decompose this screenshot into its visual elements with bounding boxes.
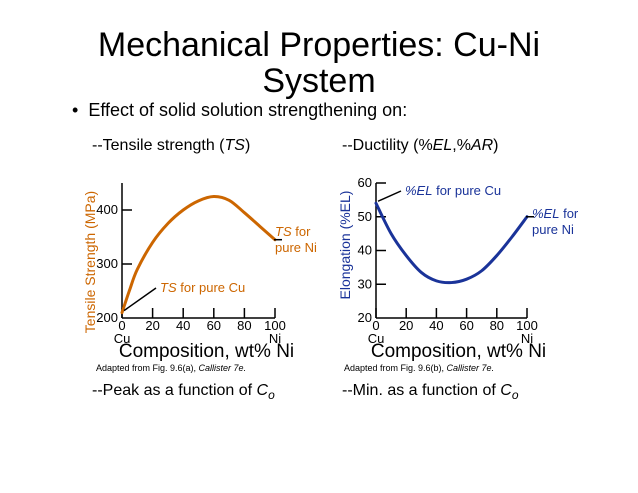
x-tick-label: 20: [145, 318, 159, 333]
right-caption: Adapted from Fig. 9.6(b), Callister 7e.: [344, 363, 494, 373]
x-axis-title: Composition, wt% Ni: [371, 341, 546, 362]
right-note-sub: o: [511, 388, 519, 403]
annotation-pure-ni-italic: %EL: [532, 206, 559, 221]
y-tick-label: 40: [358, 243, 372, 258]
x-tick-label: 80: [237, 318, 251, 333]
left-note-sub: o: [268, 388, 275, 403]
x-end-label-ni: Ni: [521, 331, 533, 346]
y-tick-label: 60: [358, 175, 372, 190]
right-subtitle-suffix: ): [493, 137, 499, 154]
y-axis-title: Tensile Strength (MPa): [82, 191, 98, 333]
y-tick-label: 400: [96, 202, 118, 217]
title-line-1: Mechanical Properties: Cu-Ni: [97, 26, 541, 64]
y-tick-label: 50: [358, 209, 372, 224]
right-subtitle-italic-2: AR: [470, 137, 494, 154]
slide-title: Mechanical Properties: Cu-Ni System: [0, 27, 638, 99]
annotation-pure-cu-leader: [123, 287, 157, 312]
annotation-pure-cu: TS for pure Cu: [160, 280, 245, 295]
x-end-label-cu: Cu: [114, 331, 131, 346]
bullet-dot: •: [72, 100, 89, 120]
annotation-pure-cu: %EL for pure Cu: [405, 183, 501, 198]
x-tick-label: 60: [207, 318, 221, 333]
annotation-pure-ni-line2: pure Ni: [532, 222, 574, 237]
annotation-pure-cu-text: for pure Cu: [432, 183, 501, 198]
x-tick-label: 40: [429, 318, 443, 333]
left-note: --Peak as a function of Co: [92, 382, 275, 402]
right-caption-prefix: Adapted from Fig. 9.6(b),: [344, 363, 447, 373]
y-tick-label: 300: [96, 256, 118, 271]
right-note: --Min. as a function of Co: [342, 382, 519, 402]
annotation-pure-cu-italic: TS: [160, 280, 177, 295]
left-caption: Adapted from Fig. 9.6(a), Callister 7e.: [96, 363, 246, 373]
right-subtitle-mid: ,%: [452, 137, 471, 154]
data-series-line: [120, 194, 277, 315]
right-note-italic: C: [500, 382, 512, 399]
annotation-pure-ni-italic: TS: [275, 224, 292, 239]
y-tick-label: 30: [358, 276, 372, 291]
annotation-pure-ni: %EL for: [532, 206, 579, 221]
annotation-pure-cu-leader: [377, 190, 402, 202]
x-end-label-ni: Ni: [269, 331, 281, 346]
x-tick-label: 0: [118, 318, 125, 333]
x-tick-label: 80: [490, 318, 504, 333]
left-note-prefix: --Peak as a function of: [92, 382, 257, 399]
annotation-pure-cu-italic: %EL: [405, 183, 432, 198]
x-end-label-cu: Cu: [368, 331, 385, 346]
y-tick-label: 200: [96, 310, 118, 325]
bullet-text: Effect of solid solution strengthening o…: [88, 100, 408, 120]
data-series-line: [374, 201, 529, 285]
x-tick-label: 20: [399, 318, 413, 333]
left-note-italic: C: [256, 382, 269, 399]
bullet-point: • Effect of solid solution strengthening…: [72, 100, 407, 121]
annotation-pure-ni: TS for: [275, 224, 311, 239]
y-axis-title: Elongation (%EL): [337, 191, 353, 300]
x-tick-label: 100: [264, 318, 286, 333]
left-caption-prefix: Adapted from Fig. 9.6(a),: [96, 363, 199, 373]
right-note-prefix: --Min. as a function of: [342, 382, 501, 399]
x-tick-label: 60: [459, 318, 473, 333]
x-axis-title: Composition, wt% Ni: [119, 341, 294, 362]
right-subtitle-italic-1: EL: [432, 137, 453, 154]
y-tick-label: 20: [358, 310, 372, 325]
annotation-pure-ni-line2: pure Ni: [275, 240, 317, 255]
left-subtitle: --Tensile strength (TS): [92, 137, 250, 155]
right-caption-italic: Callister 7e.: [446, 363, 495, 373]
annotation-pure-ni-text: for: [559, 206, 578, 221]
left-subtitle-prefix: --Tensile strength (: [92, 137, 225, 154]
annotation-pure-cu-text: for pure Cu: [177, 280, 246, 295]
x-tick-label: 40: [176, 318, 190, 333]
x-tick-label: 100: [516, 318, 538, 333]
left-caption-italic: Callister 7e.: [198, 363, 247, 373]
right-subtitle-prefix: --Ductility (%: [342, 137, 433, 154]
x-tick-label: 0: [372, 318, 379, 333]
annotation-pure-ni-text: for: [292, 224, 311, 239]
left-subtitle-italic: TS: [224, 137, 245, 154]
right-subtitle: --Ductility (%EL,%AR): [342, 137, 498, 155]
title-line-2: System: [262, 62, 376, 100]
left-subtitle-suffix: ): [244, 137, 251, 154]
